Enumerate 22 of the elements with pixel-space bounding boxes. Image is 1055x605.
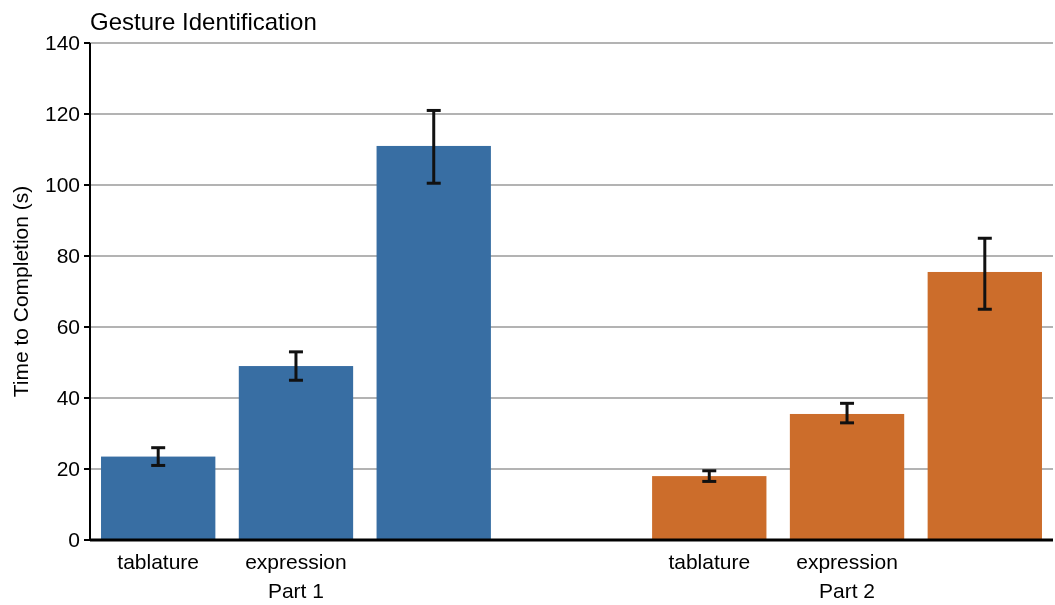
- x-tick-label: tablature: [117, 550, 200, 573]
- x-tick-label: expression: [245, 550, 347, 573]
- y-tick-label: 140: [44, 31, 80, 55]
- y-tick-label: 20: [56, 457, 80, 481]
- chart-title: Gesture Identification: [90, 8, 317, 35]
- bar: [101, 456, 216, 540]
- y-tick-label: 0: [68, 528, 80, 552]
- y-axis-title: Time to Completion (s): [9, 185, 32, 398]
- bar: [238, 366, 354, 540]
- x-tick-label: tablature: [668, 550, 751, 573]
- bar: [927, 271, 1042, 540]
- bar: [652, 476, 767, 540]
- series-label: Part 1: [267, 579, 324, 602]
- y-tick-label: 100: [44, 173, 80, 197]
- y-tick-label: 80: [56, 244, 80, 268]
- bar: [789, 413, 905, 540]
- bar: [376, 145, 491, 540]
- y-tick-label: 60: [56, 315, 80, 339]
- x-tick-label: expression: [796, 550, 898, 573]
- series-label: Part 2: [819, 579, 876, 602]
- y-tick-label: 40: [56, 386, 80, 410]
- y-tick-label: 120: [44, 102, 80, 126]
